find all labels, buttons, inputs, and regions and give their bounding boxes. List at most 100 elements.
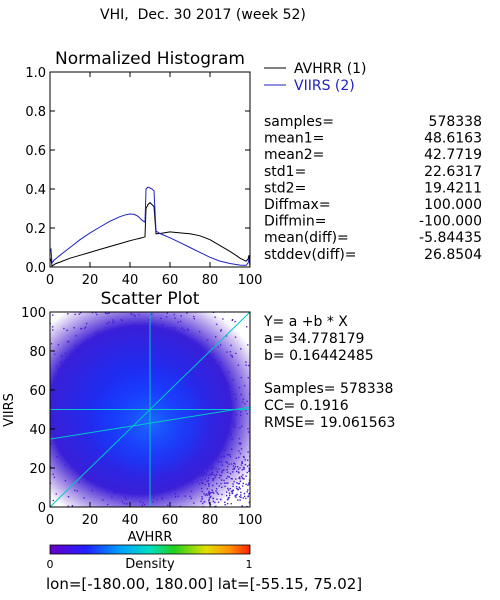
histogram-series-1 (49, 201, 251, 267)
scatter-point (9, 460, 10, 461)
scatter-point (44, 400, 45, 401)
scatter-point (33, 333, 34, 334)
scatter-point (40, 404, 41, 405)
scatter-point (40, 412, 41, 413)
scatter-x-axis-label: AVHRR (128, 530, 173, 545)
scatter-point (182, 526, 183, 527)
scatter-point (36, 495, 37, 496)
histogram-x-tick-label: 40 (122, 273, 139, 288)
scatter-point (39, 450, 40, 451)
scatter-stat-line: RMSE= 19.061563 (264, 415, 395, 431)
scatter-point (37, 331, 38, 332)
scatter-point (39, 445, 40, 446)
scatter-point (248, 501, 250, 504)
scatter-point (194, 521, 195, 522)
scatter-point (24, 411, 25, 412)
scatter-point (184, 510, 185, 511)
scatter-point (18, 427, 19, 428)
stat-value: 578338 (429, 114, 482, 130)
colorbar-max-label: 1 (246, 558, 253, 571)
scatter-point (6, 442, 7, 443)
scatter-point (127, 310, 128, 311)
scatter-point (52, 499, 54, 502)
scatter-point (262, 371, 263, 372)
scatter-point (177, 511, 178, 512)
scatter-point (161, 509, 162, 510)
scatter-point (0, 407, 1, 408)
scatter-point (106, 525, 107, 526)
scatter-point (22, 405, 23, 406)
scatter-point (254, 442, 255, 443)
scatter-point (179, 536, 180, 537)
scatter-point (192, 523, 193, 524)
scatter-point (28, 366, 29, 367)
scatter-point (35, 477, 36, 478)
scatter-point (224, 501, 226, 503)
stat-label: samples= (264, 114, 334, 130)
scatter-point (25, 408, 26, 409)
scatter-point (272, 456, 273, 457)
scatter-point (150, 524, 151, 525)
scatter-point (241, 485, 244, 487)
histogram-x-tick-label: 20 (82, 273, 99, 288)
scatter-point (71, 519, 72, 520)
scatter-point (119, 538, 120, 539)
colorbar-label: Density (125, 557, 175, 572)
histogram-legend: AVHRR (1)VIIRS (2) (264, 61, 367, 94)
scatter-point (88, 531, 89, 532)
scatter-point (101, 518, 102, 519)
scatter-point (18, 465, 19, 466)
scatter-point (246, 326, 248, 328)
scatter-point (36, 381, 37, 382)
scatter-point (32, 400, 33, 401)
scatter-point (11, 356, 12, 357)
stat-label: std2= (264, 180, 306, 196)
scatter-point (43, 439, 44, 440)
scatter-point (234, 495, 236, 497)
scatter-point (25, 377, 26, 378)
scatter-point (14, 467, 15, 468)
scatter-point (187, 309, 188, 310)
scatter-point (259, 436, 260, 437)
scatter-point (256, 415, 257, 416)
scatter-point (261, 433, 262, 434)
scatter-point (257, 400, 258, 401)
scatter-point (51, 510, 52, 511)
scatter-point (111, 282, 112, 283)
scatter-point (247, 495, 249, 498)
scatter-point (243, 495, 246, 498)
scatter-point (265, 376, 266, 377)
scatter-point (98, 508, 99, 509)
scatter-point (88, 308, 89, 309)
scatter-point (248, 481, 250, 484)
histogram-x-tick-label: 0 (46, 273, 54, 288)
scatter-point (231, 319, 234, 321)
scatter-point (112, 528, 113, 529)
scatter-point (196, 520, 197, 521)
scatter-point (22, 472, 23, 473)
scatter-point (28, 410, 29, 411)
scatter-point (138, 514, 139, 515)
scatter-point (93, 297, 94, 298)
scatter-point (272, 443, 273, 444)
scatter-point (213, 310, 214, 311)
footer-range: lon=[-180.00, 180.00] lat=[-55.15, 75.02… (46, 575, 363, 593)
scatter-point (33, 330, 34, 331)
scatter-point (25, 433, 26, 434)
scatter-point (245, 497, 247, 500)
scatter-point (255, 431, 256, 432)
regression-line (50, 406, 250, 440)
scatter-point (105, 283, 106, 284)
scatter-point (194, 508, 195, 509)
scatter-point (239, 488, 241, 490)
scatter-point (72, 298, 73, 299)
scatter-point (3, 434, 4, 435)
scatter-stat-line: b= 0.16442485 (264, 348, 374, 364)
scatter-point (0, 388, 1, 389)
scatter-point (4, 385, 5, 386)
scatter-point (245, 483, 247, 485)
histogram-y-tick-label: 0.4 (25, 183, 46, 198)
scatter-point (235, 494, 237, 496)
